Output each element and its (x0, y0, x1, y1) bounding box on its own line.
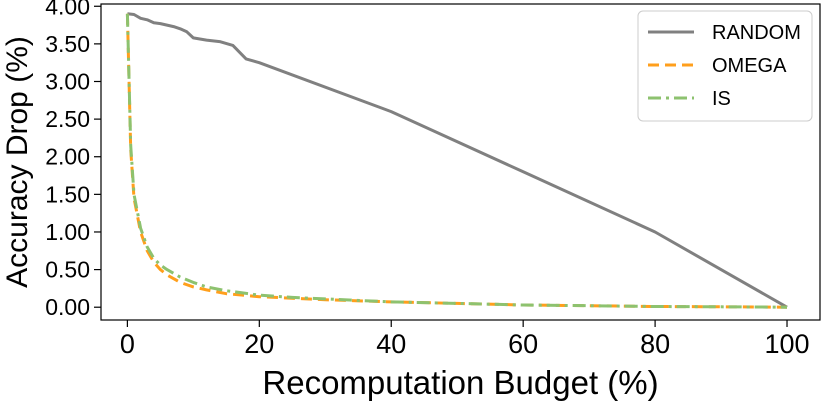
y-tick-label: 0.50 (45, 257, 90, 283)
series-layer (125, 12, 788, 309)
series-line-is (125, 13, 788, 309)
x-tick-label: 20 (244, 329, 274, 359)
y-tick-label: 0.00 (45, 294, 90, 320)
y-tick-label: 4.00 (45, 0, 90, 19)
x-tick-label: 60 (508, 329, 538, 359)
y-tick-label: 1.50 (45, 181, 90, 207)
x-axis: 0 20 40 60 80 100 (120, 320, 810, 359)
y-tick-label: 3.00 (45, 68, 90, 94)
x-tick-label: 0 (120, 329, 135, 359)
plot-frame (100, 3, 821, 321)
y-tick-label: 3.50 (45, 31, 90, 57)
x-tick-label: 100 (764, 329, 809, 359)
y-axis-title: Accuracy Drop (%) (1, 36, 34, 288)
x-axis-title: Recomputation Budget (%) (262, 364, 658, 401)
series-line-random (127, 12, 788, 309)
legend: RANDOM OMEGA IS (637, 10, 813, 122)
y-tick-label: 1.00 (45, 219, 90, 245)
y-tick-label: 2.50 (45, 106, 90, 132)
legend-box (637, 10, 813, 122)
legend-label-omega: OMEGA (712, 55, 787, 77)
x-tick-label: 40 (376, 329, 406, 359)
y-axis: 0.00 0.50 1.00 1.50 2.00 2.50 3.00 3.50 4.00 (45, 0, 101, 320)
legend-label-is: IS (712, 88, 731, 110)
legend-label-random: RANDOM (712, 22, 801, 44)
x-tick-label: 80 (640, 329, 670, 359)
y-tick-label: 2.00 (45, 144, 90, 170)
